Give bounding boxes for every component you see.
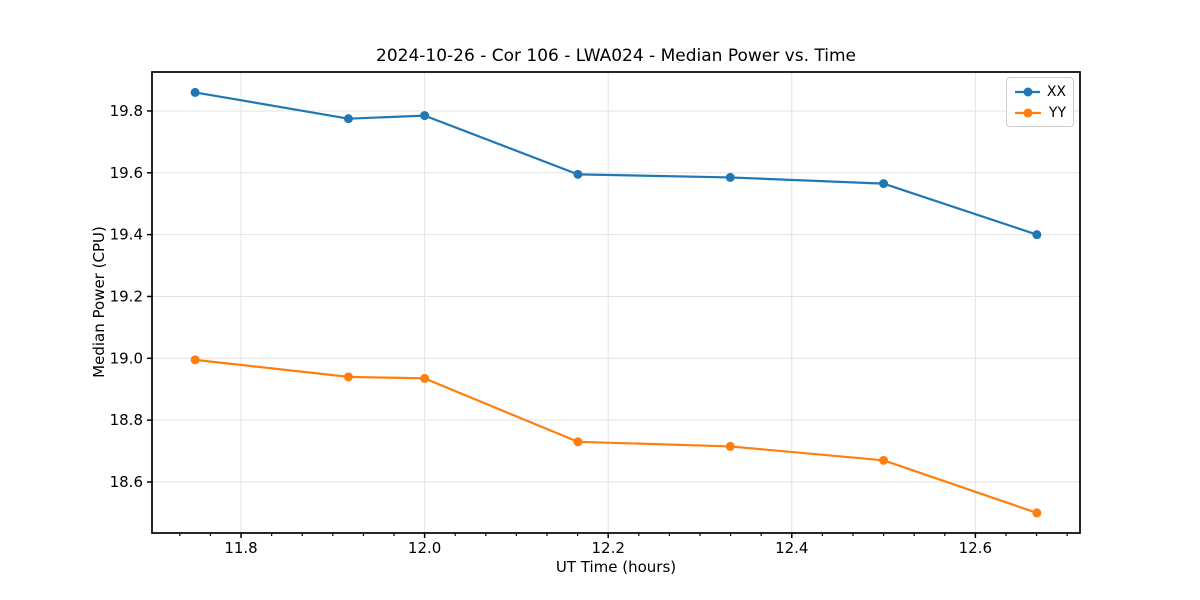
series-yy-marker [190, 355, 200, 365]
y-tick-label: 19.8 [110, 102, 143, 120]
x-tick-label: 12.0 [408, 539, 441, 557]
plot-border [151, 71, 1081, 534]
legend-line-marker-icon [1015, 108, 1041, 117]
series-yy-marker [420, 373, 430, 383]
x-tick-label: 11.8 [224, 539, 257, 557]
y-tick-label: 19.0 [110, 349, 143, 367]
series-yy-marker [879, 455, 889, 465]
chart-title: 2024-10-26 - Cor 106 - LWA024 - Median P… [376, 46, 856, 66]
x-tick-label: 12.6 [959, 539, 992, 557]
y-axis-label: Median Power (CPU) [90, 226, 108, 378]
series-xx-marker [725, 172, 735, 182]
legend: XX YY [1006, 77, 1074, 127]
series-yy-line [194, 358, 1038, 515]
legend-item-yy: YY [1014, 106, 1066, 120]
series-xx-marker [1032, 230, 1042, 240]
series-xx-marker [879, 179, 889, 189]
legend-label: XX [1046, 83, 1066, 100]
series-xx-marker [573, 169, 583, 179]
y-tick-label: 18.8 [110, 411, 143, 429]
y-tick-label: 18.6 [110, 473, 143, 491]
y-tick-label: 19.2 [110, 287, 143, 305]
y-tick-label: 19.4 [110, 226, 143, 244]
series-xx-marker [190, 87, 200, 97]
x-axis-label: UT Time (hours) [555, 558, 677, 576]
series-yy-marker [1032, 508, 1042, 518]
x-tick-label: 12.4 [775, 539, 808, 557]
series-xx-marker [420, 111, 430, 121]
series-yy-marker [343, 372, 353, 382]
x-tick-label: 12.2 [591, 539, 624, 557]
legend-line-marker-icon [1015, 87, 1040, 96]
series-yy-marker [725, 441, 735, 451]
y-tick-label: 19.6 [110, 164, 143, 182]
legend-item-xx: XX [1014, 85, 1066, 99]
series-yy-marker [573, 437, 583, 447]
series-xx-line [194, 91, 1038, 236]
series-xx-marker [343, 114, 353, 124]
legend-label: YY [1048, 104, 1066, 121]
